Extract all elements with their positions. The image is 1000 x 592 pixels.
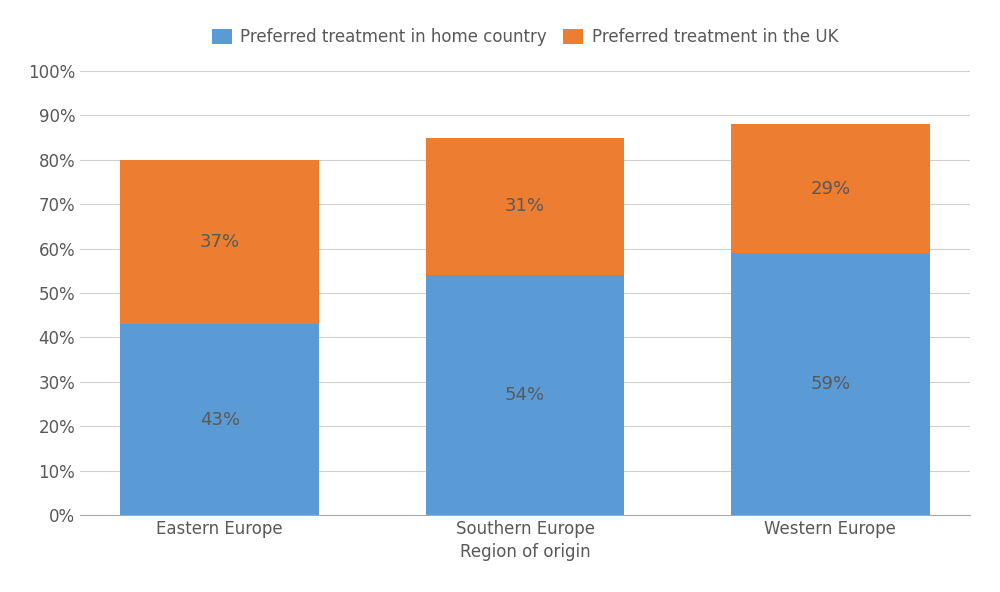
Text: 54%: 54% — [505, 386, 545, 404]
Text: 43%: 43% — [200, 411, 240, 429]
Bar — [426, 137, 624, 275]
Text: 37%: 37% — [200, 233, 240, 251]
Bar — [120, 160, 319, 324]
Text: 59%: 59% — [810, 375, 850, 393]
Bar — [120, 324, 319, 515]
X-axis label: Region of origin: Region of origin — [460, 543, 590, 561]
Text: 31%: 31% — [505, 198, 545, 215]
Bar — [731, 124, 930, 253]
Bar — [731, 253, 930, 515]
Bar — [426, 275, 624, 515]
Legend: Preferred treatment in home country, Preferred treatment in the UK: Preferred treatment in home country, Pre… — [205, 22, 845, 53]
Text: 29%: 29% — [810, 180, 850, 198]
